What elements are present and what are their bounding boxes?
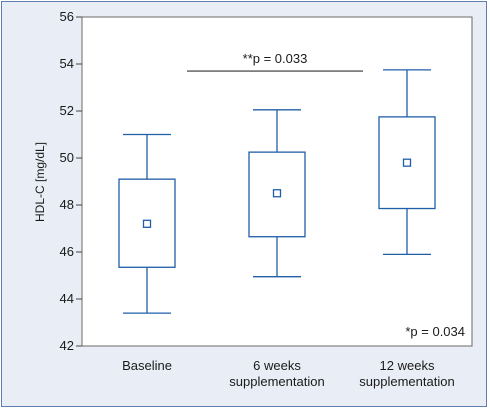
interquartile-box (118, 178, 176, 268)
x-category-label: 6 weeks supplementation (229, 358, 324, 389)
box-3 (378, 69, 436, 256)
boxes (118, 69, 436, 314)
y-tick-label: 48 (60, 197, 74, 212)
y-tick-label: 46 (60, 244, 74, 259)
y-axis: 42 44 46 48 50 52 54 56 (60, 9, 82, 353)
y-tick-label: 56 (60, 9, 74, 24)
y-axis-title: HDL-C [mg/dL] (33, 142, 47, 222)
y-tick-label: 52 (60, 103, 74, 118)
y-tick-label: 44 (60, 291, 74, 306)
x-axis-labels: Baseline 6 weeks supplementation 12 weeks su… (122, 358, 455, 389)
y-tick-label: 54 (60, 56, 74, 71)
box-2 (248, 109, 306, 278)
corner-p-value: *p = 0.034 (405, 324, 465, 339)
mean-marker (402, 158, 412, 167)
mean-marker (142, 219, 152, 228)
y-tick-label: 50 (60, 150, 74, 165)
y-tick-label: 42 (60, 338, 74, 353)
box-1 (118, 133, 176, 314)
x-category-label: Baseline (122, 358, 172, 373)
x-category-label: 12 weeks supplementation (359, 358, 454, 389)
mean-marker (272, 189, 282, 198)
bracket-p-value: **p = 0.033 (243, 51, 308, 66)
